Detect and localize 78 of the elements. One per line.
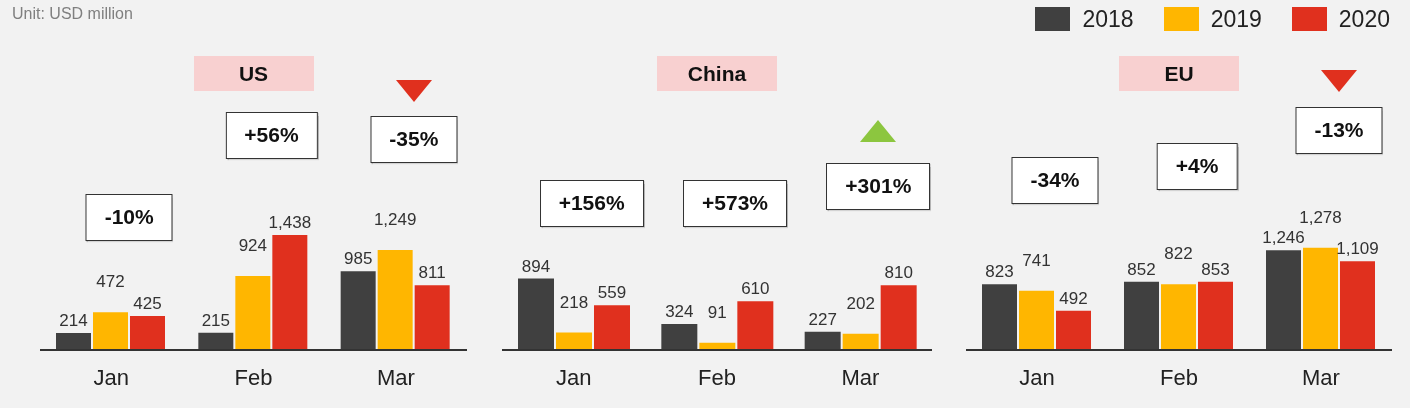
data-label: 924 [238, 236, 268, 256]
x-tick-label: Mar [1302, 364, 1340, 390]
data-label: 852 [1127, 259, 1156, 279]
bar [1340, 261, 1375, 350]
bar [661, 324, 698, 350]
chart-title: China [687, 61, 747, 86]
legend-label: 2018 [1082, 6, 1134, 32]
text: +573% [702, 191, 768, 214]
data-label: 559 [597, 283, 627, 303]
data-label: 1,109 [1336, 239, 1379, 259]
legend-label: 2019 [1210, 6, 1262, 32]
data-label: 853 [1201, 259, 1230, 279]
data-label: 91 [707, 302, 727, 322]
bar [272, 235, 308, 350]
legend-label: 2020 [1338, 6, 1390, 32]
bar [198, 332, 234, 350]
bar [556, 332, 592, 350]
data-label: 1,249 [373, 210, 417, 230]
bar [1198, 281, 1233, 350]
bar [93, 312, 128, 350]
bar [414, 285, 450, 350]
bar [804, 331, 841, 350]
x-tick-label: Jan [1019, 364, 1055, 390]
data-label: 215 [201, 310, 231, 330]
text: +301% [845, 174, 912, 197]
bar [1124, 281, 1159, 350]
x-tick-label: Feb [1160, 364, 1198, 390]
bar [235, 276, 271, 350]
chart-title: EU [1164, 61, 1194, 86]
bar [518, 278, 554, 350]
data-label: 1,278 [1299, 207, 1342, 227]
x-tick-label: Jan [555, 364, 592, 390]
data-label: 227 [808, 309, 837, 329]
x-tick-label: Jan [93, 364, 129, 390]
text: +156% [558, 191, 625, 214]
bar [1303, 247, 1338, 350]
text: -10% [104, 205, 154, 228]
bar [1161, 284, 1196, 350]
chart-subtitle: Unit: USD million [12, 5, 133, 22]
bar [1019, 290, 1054, 350]
bar [377, 250, 413, 350]
bar [594, 305, 630, 350]
text: +56% [244, 123, 299, 146]
bar [982, 284, 1017, 350]
data-label: 985 [343, 249, 373, 269]
data-label: 214 [59, 310, 88, 330]
data-label: 810 [884, 263, 913, 283]
data-label: 894 [521, 256, 551, 276]
bar [56, 332, 91, 350]
data-label: 1,246 [1262, 228, 1305, 248]
chart-title: US [238, 61, 269, 86]
data-label: 823 [985, 262, 1014, 282]
bar [842, 333, 879, 350]
bar [130, 316, 165, 350]
text: -13% [1314, 118, 1364, 141]
data-label: 218 [559, 292, 589, 312]
bar [737, 301, 774, 350]
data-label: 1,438 [268, 213, 312, 232]
data-label: 324 [665, 302, 694, 322]
x-tick-label: Feb [698, 364, 736, 390]
text: +4% [1175, 154, 1219, 177]
x-tick-label: Mar [841, 364, 880, 390]
text: -35% [389, 127, 439, 150]
x-tick-label: Feb [234, 364, 273, 390]
bar [880, 285, 917, 350]
data-label: 822 [1164, 244, 1193, 264]
data-label: 202 [846, 293, 875, 313]
bar [1266, 250, 1301, 350]
x-tick-label: Mar [376, 364, 415, 390]
data-label: 741 [1022, 250, 1051, 270]
data-label: 425 [133, 294, 162, 314]
data-label: 472 [96, 272, 125, 292]
text: -34% [1030, 168, 1080, 191]
data-label: 492 [1059, 288, 1088, 308]
bar [340, 271, 376, 350]
data-label: 610 [741, 279, 770, 299]
bar [1056, 310, 1091, 350]
data-label: 811 [418, 263, 446, 283]
